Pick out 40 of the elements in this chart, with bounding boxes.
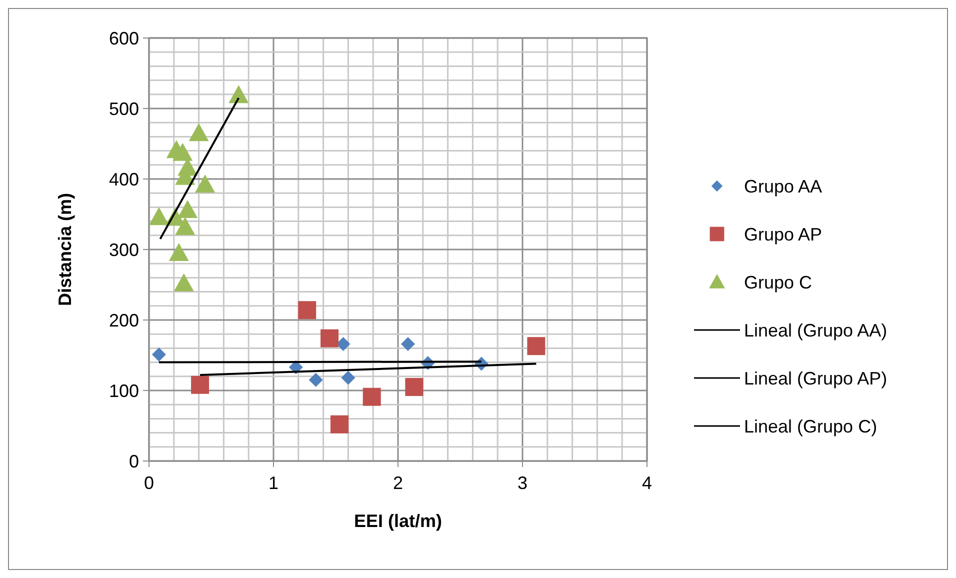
legend-label: Lineal (Grupo C) bbox=[744, 416, 878, 436]
legend-label: Grupo AP bbox=[744, 224, 822, 244]
point bbox=[174, 273, 194, 292]
point bbox=[400, 336, 415, 351]
y-axis-title: Distancia (m) bbox=[55, 192, 75, 306]
point bbox=[527, 337, 546, 356]
point bbox=[172, 142, 193, 161]
point bbox=[191, 376, 210, 394]
point bbox=[188, 123, 209, 142]
x-axis-title: EEI (lat/m) bbox=[354, 511, 442, 531]
x-tick-label: 0 bbox=[144, 473, 154, 493]
y-tick-label: 400 bbox=[108, 169, 139, 190]
legend-label: Grupo AA bbox=[744, 176, 822, 196]
y-tick-label: 600 bbox=[108, 28, 139, 48]
x-tick-label: 3 bbox=[517, 473, 528, 493]
legend-label: Lineal (Grupo AA) bbox=[744, 320, 888, 340]
point bbox=[148, 207, 169, 226]
y-tick-label: 0 bbox=[128, 451, 139, 472]
point bbox=[228, 85, 249, 104]
point bbox=[168, 243, 189, 262]
legend-label: Lineal (Grupo AP) bbox=[744, 368, 888, 388]
legend-label: Grupo C bbox=[744, 272, 812, 292]
point bbox=[178, 200, 198, 218]
x-tick-label: 1 bbox=[268, 473, 279, 493]
point bbox=[152, 348, 166, 362]
point bbox=[175, 216, 196, 235]
x-tick-label: 2 bbox=[392, 473, 404, 493]
point bbox=[405, 378, 424, 396]
x-tick-label: 4 bbox=[642, 473, 652, 493]
point bbox=[362, 388, 381, 406]
y-tick-label: 100 bbox=[108, 380, 139, 401]
point bbox=[320, 329, 339, 348]
y-tick-label: 500 bbox=[108, 98, 139, 119]
point bbox=[195, 174, 216, 193]
point bbox=[341, 370, 356, 385]
point bbox=[308, 372, 323, 387]
y-tick-label: 300 bbox=[108, 240, 139, 260]
point bbox=[298, 301, 316, 320]
y-tick-label: 200 bbox=[108, 310, 139, 330]
point bbox=[330, 415, 348, 434]
